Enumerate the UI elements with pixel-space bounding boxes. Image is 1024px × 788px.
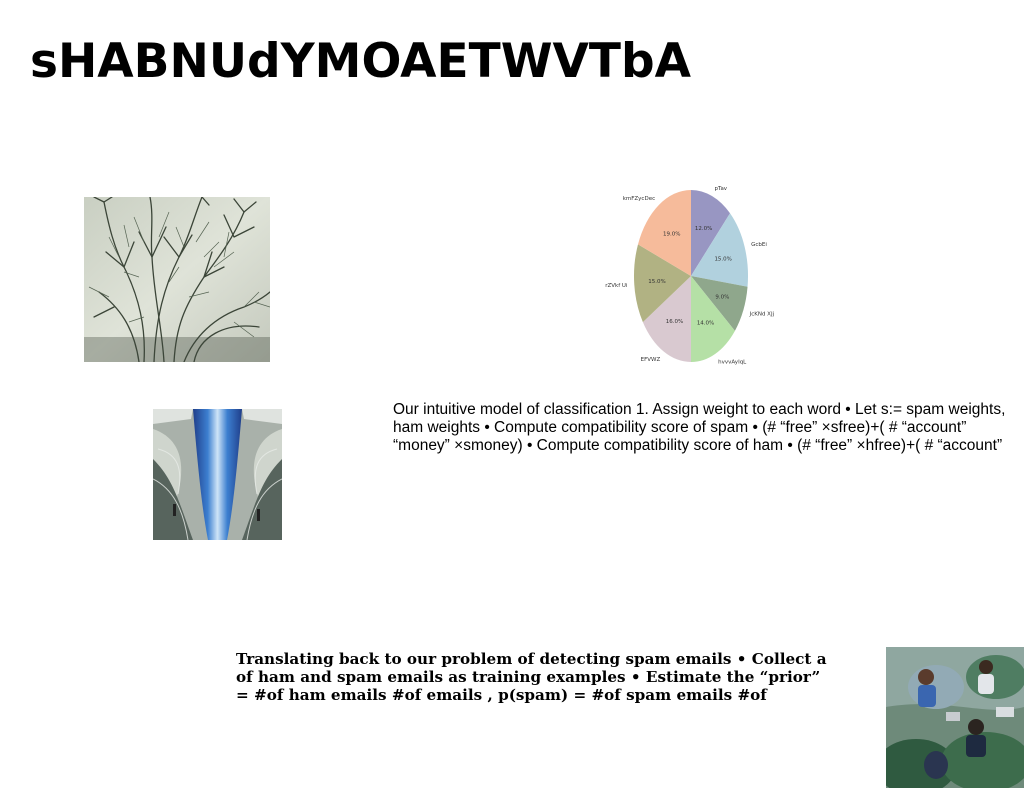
pie-category-label: pTav xyxy=(715,186,728,192)
pie-percent-label: 19.0% xyxy=(663,231,680,237)
architecture-photo xyxy=(153,409,282,540)
pie-slice xyxy=(642,276,691,362)
pie-category-label: JcKNd XJj xyxy=(749,312,775,318)
text-line: ham weights • Compute compatibility scor… xyxy=(393,419,967,436)
pie-percent-label: 15.0% xyxy=(648,279,665,285)
pie-slice xyxy=(691,276,748,331)
pie-category-label: GcbEi xyxy=(751,242,767,248)
pie-slice xyxy=(633,244,691,323)
text-line: = #of ham emails #of emails , p(spam) = … xyxy=(236,686,767,704)
pie-slice xyxy=(691,213,748,287)
pie-percent-label: 9.0% xyxy=(715,294,729,300)
spam-detection-text: Translating back to our problem of detec… xyxy=(236,650,876,704)
plant-photo xyxy=(84,197,270,362)
pie-slice xyxy=(691,190,731,276)
text-line: Translating back to our problem of detec… xyxy=(236,650,827,668)
pie-percent-label: 16.0% xyxy=(666,319,683,325)
pie-percent-label: 15.0% xyxy=(714,257,731,263)
people-photo xyxy=(886,647,1024,788)
slide-title: sHABNUdYMOAETWVTbA xyxy=(30,34,691,89)
pie-slice xyxy=(638,190,691,276)
classification-model-text: Our intuitive model of classification 1.… xyxy=(393,401,1024,457)
pie-slice xyxy=(691,276,735,362)
text-line: Our intuitive model of classification 1.… xyxy=(393,401,1006,418)
pie-category-label: kmFZycDec xyxy=(623,196,655,202)
pie-chart: 12.0% pTav 15.0% GcbEi 9.0% JcKNd XJj 14.0% hvv… xyxy=(596,182,786,370)
text-line: “money” ×smoney) • Compute compatibility… xyxy=(393,437,1003,454)
pie-category-label: rZVkf Ui xyxy=(605,283,628,289)
pie-category-label: EFVWZ xyxy=(641,357,661,363)
pie-category-label: hvvvAyIqL xyxy=(718,360,747,366)
text-line: of ham and spam emails as training examp… xyxy=(236,668,821,686)
pie-percent-label: 14.0% xyxy=(697,321,714,327)
pie-percent-label: 12.0% xyxy=(695,226,712,232)
